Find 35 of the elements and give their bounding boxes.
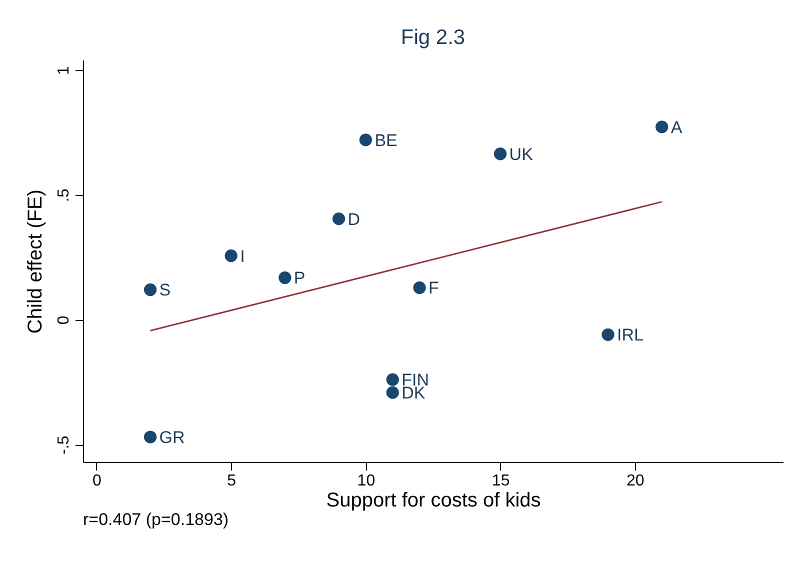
x-tick-label: 15 bbox=[492, 472, 510, 490]
annotation: UK bbox=[509, 144, 534, 164]
x-tick-label: 0 bbox=[92, 472, 102, 490]
annotation: F bbox=[428, 278, 439, 298]
point bbox=[602, 328, 614, 341]
chart-title: Fig 2.3 bbox=[400, 26, 466, 49]
point bbox=[656, 120, 668, 134]
annotation: GR bbox=[159, 428, 185, 448]
point bbox=[332, 212, 346, 226]
point bbox=[144, 430, 157, 444]
annotation: A bbox=[670, 118, 683, 137]
y-axis-title: Child effect (FE) bbox=[24, 189, 46, 334]
point bbox=[413, 281, 426, 294]
x-tick-label: 10 bbox=[357, 472, 376, 490]
x-tick-label: 5 bbox=[227, 472, 236, 490]
text: r=0.407 (p=0.1893) bbox=[83, 510, 229, 529]
annotation: D bbox=[348, 210, 360, 229]
annotation: IRL bbox=[617, 326, 644, 345]
point bbox=[386, 386, 399, 399]
annotation: I bbox=[240, 246, 245, 266]
y-tick-label: 1 bbox=[56, 66, 72, 75]
point bbox=[386, 373, 399, 386]
annotation: S bbox=[159, 280, 171, 300]
annotation: P bbox=[294, 268, 306, 288]
x-axis-title: Support for costs of kids bbox=[326, 490, 541, 512]
point bbox=[278, 271, 292, 284]
point bbox=[494, 148, 507, 160]
y-tick-label: 0 bbox=[56, 316, 72, 325]
y-tick-label: .5 bbox=[56, 188, 72, 202]
point bbox=[144, 283, 157, 296]
x-tick-label: 20 bbox=[626, 472, 644, 490]
y-tick-label: -.5 bbox=[56, 436, 72, 454]
point bbox=[359, 134, 372, 146]
point bbox=[224, 249, 238, 262]
annotation: BE bbox=[374, 130, 398, 150]
